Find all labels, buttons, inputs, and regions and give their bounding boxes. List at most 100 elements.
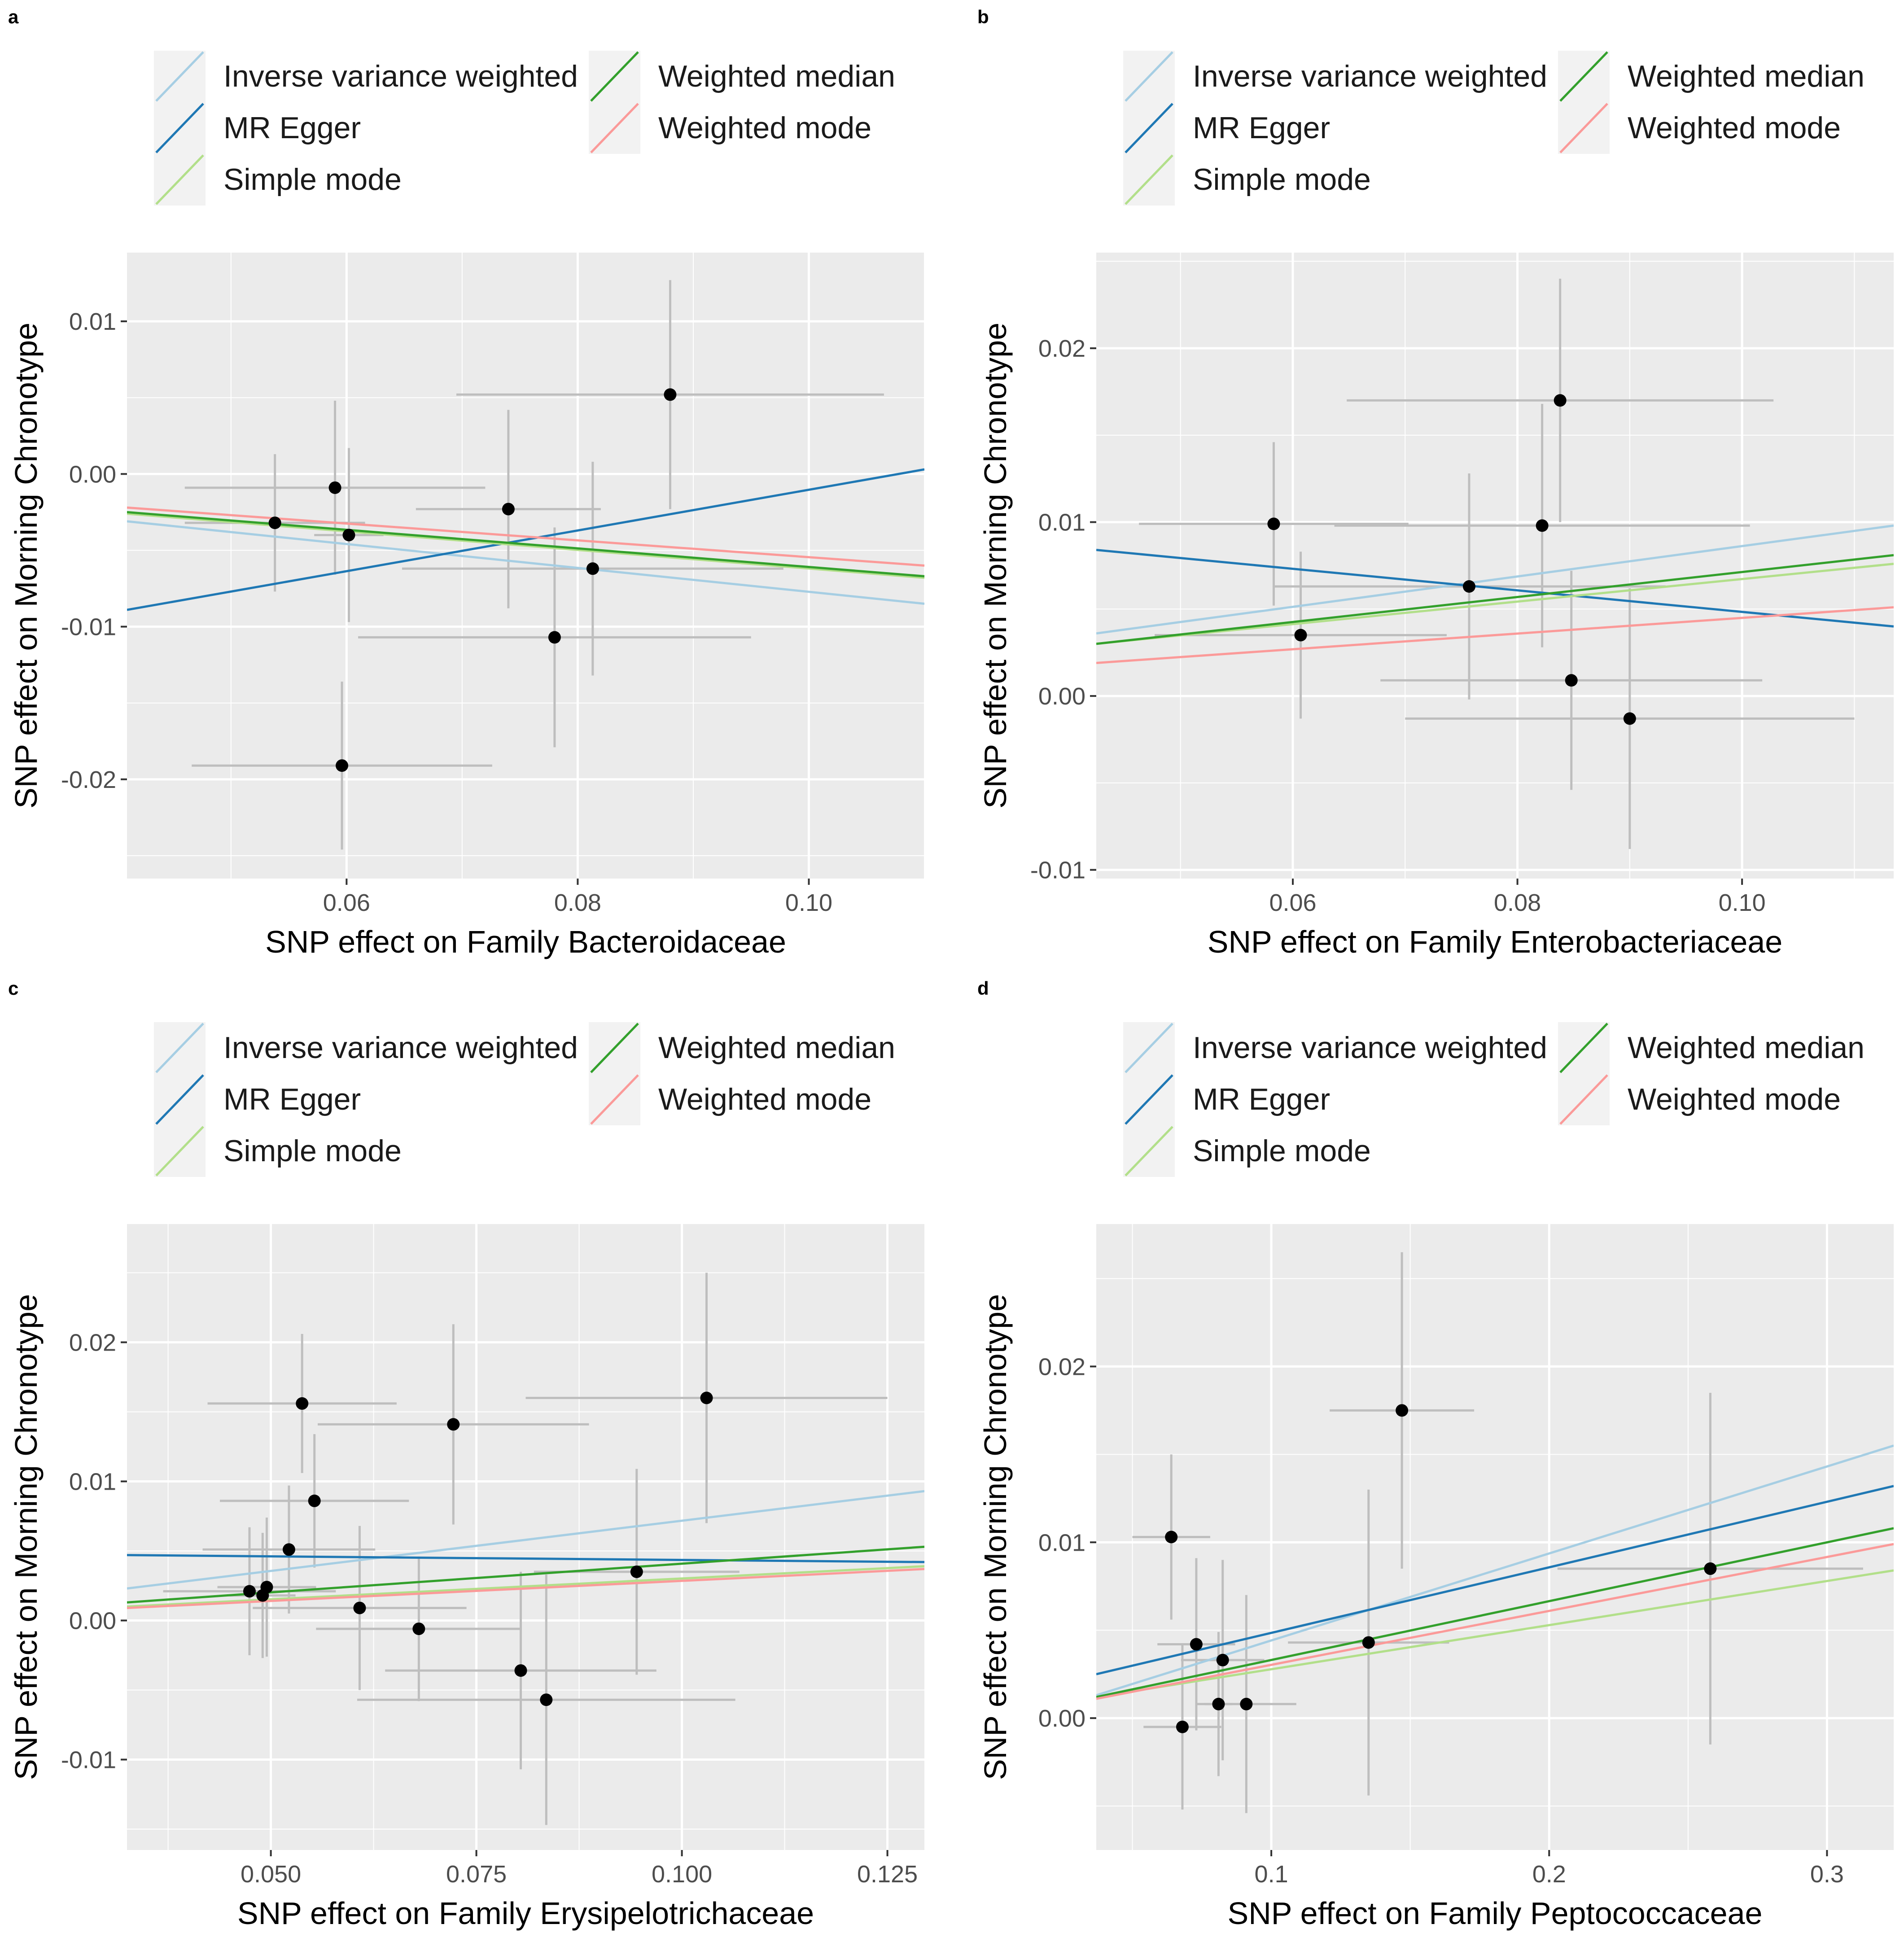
regression-line-simple-mode: [1096, 563, 1894, 645]
x-axis: 0.050 0.075 0.100 0.125 SNP effect on Family…: [237, 1850, 918, 1931]
y-tick-label: -0.01: [1030, 857, 1085, 884]
data-point: [700, 1391, 713, 1404]
legend-label: Weighted median: [1628, 1031, 1865, 1065]
legend-label: Inverse variance weighted: [1193, 59, 1547, 93]
regression-line-mr-egger: [1096, 549, 1894, 628]
legend-label: Simple mode: [1193, 1134, 1371, 1168]
y-axis: -0.01 0.00 0.01 0.02 SNP effect on Morning C…: [9, 1294, 127, 1780]
regression-line-inverse-variance-weighted: [1096, 524, 1894, 635]
legend-key-line: [155, 51, 204, 102]
data-point: [1165, 1531, 1178, 1544]
legend-key-inverse-variance-weighted: [1123, 51, 1175, 102]
y-axis-title: SNP effect on Morning Chronotype: [9, 1294, 44, 1780]
plot-background: [1096, 253, 1894, 879]
legend-key-simple-mode: [154, 1125, 206, 1177]
chart-panel-b: b Inverse variance weighted MR Egger Simple…: [977, 6, 1894, 959]
regression-lines: [1096, 1444, 1894, 1700]
data-point: [540, 1693, 553, 1706]
y-tick-label: 0.01: [69, 1469, 116, 1496]
y-tick-label: 0.02: [1038, 335, 1085, 362]
legend-key-mr-egger: [154, 1074, 206, 1125]
x-axis: 0.06 0.08 0.10 SNP effect on Family Enterob…: [1208, 879, 1782, 959]
regression-line-simple-mode: [127, 512, 924, 579]
x-axis: 0.06 0.08 0.10 SNP effect on Family Bactero…: [265, 879, 832, 959]
x-tick-label: 0.2: [1532, 1861, 1566, 1888]
legend-key-inverse-variance-weighted: [154, 51, 206, 102]
regression-lines: [127, 468, 924, 611]
regression-line-mr-egger: [1096, 1485, 1894, 1675]
data-point: [1536, 519, 1549, 532]
legend-key-line: [590, 103, 639, 153]
x-tick-label: 0.06: [323, 889, 370, 916]
data-point: [342, 529, 355, 542]
data-point: [243, 1585, 256, 1598]
legend-key-line: [1125, 1074, 1173, 1125]
regression-line-simple-mode: [1096, 1569, 1894, 1698]
legend-key-weighted-mode: [589, 102, 640, 154]
data-point: [1554, 394, 1567, 407]
legend-key-line: [590, 1023, 639, 1073]
legend-key-line: [155, 1023, 204, 1073]
legend-key-line: [1125, 1023, 1173, 1073]
legend-label: Weighted mode: [658, 1082, 871, 1116]
legend-label: Inverse variance weighted: [1193, 1031, 1547, 1065]
legend: Inverse variance weighted MR Egger Simple …: [1123, 51, 1865, 206]
y-tick-label: -0.02: [61, 766, 116, 793]
regression-line-weighted-mode: [1096, 1543, 1894, 1700]
legend-key-weighted-median: [589, 1022, 640, 1074]
data-point: [1623, 712, 1636, 725]
regression-line-weighted-median: [1096, 1527, 1894, 1698]
regression-line-weighted-mode: [127, 1568, 924, 1609]
chart-panel-d: d Inverse variance weighted MR Egger Simple…: [977, 978, 1894, 1931]
regression-line-weighted-mode: [1096, 606, 1894, 664]
data-point: [502, 503, 515, 516]
data-points: [1267, 394, 1636, 725]
legend-key-weighted-median: [1558, 51, 1610, 102]
legend-key-line: [1559, 103, 1608, 153]
data-point: [1294, 629, 1307, 642]
legend-key-weighted-median: [1558, 1022, 1610, 1074]
legend-label: Inverse variance weighted: [223, 1031, 578, 1065]
plot-area: [127, 253, 924, 879]
legend-key-line: [1125, 103, 1173, 153]
data-point: [308, 1494, 321, 1507]
data-point: [586, 562, 599, 575]
legend: Inverse variance weighted MR Egger Simple …: [154, 1022, 895, 1177]
regression-lines: [1096, 524, 1894, 664]
x-tick-label: 0.1: [1255, 1861, 1288, 1888]
regression-line-mr-egger: [127, 468, 924, 611]
chart-panel-a: a Inverse variance weighted MR Egger Simple…: [8, 6, 924, 959]
y-tick-label: 0.02: [1038, 1353, 1085, 1380]
legend-key-inverse-variance-weighted: [1123, 1022, 1175, 1074]
plot-area: [1096, 253, 1894, 879]
data-point: [336, 759, 349, 772]
y-axis-title: SNP effect on Morning Chronotype: [978, 323, 1013, 809]
y-axis: -0.02 -0.01 0.00 0.01 SNP effect on Morning …: [9, 308, 127, 809]
gridlines: [127, 1224, 924, 1850]
legend-label: Weighted median: [658, 1031, 895, 1065]
panel-label: c: [8, 978, 18, 999]
legend-label: Weighted median: [1628, 59, 1865, 93]
data-point: [514, 1664, 527, 1677]
plot-area: [1096, 1224, 1894, 1850]
data-points: [1165, 1404, 1717, 1733]
data-point: [268, 516, 281, 529]
legend-key-inverse-variance-weighted: [154, 1022, 206, 1074]
y-axis: -0.01 0.00 0.01 0.02 SNP effect on Morning C…: [978, 323, 1096, 884]
y-tick-label: 0.00: [1038, 1705, 1085, 1732]
x-tick-label: 0.050: [241, 1861, 301, 1888]
data-points: [268, 388, 677, 772]
panel-label: d: [977, 978, 989, 999]
regression-line-inverse-variance-weighted: [127, 1490, 924, 1590]
legend-key-line: [155, 1074, 204, 1125]
data-point: [1176, 1720, 1189, 1733]
regression-line-inverse-variance-weighted: [127, 520, 924, 605]
data-point: [447, 1418, 460, 1431]
legend-label: MR Egger: [223, 111, 361, 145]
legend-key-line: [1559, 1023, 1608, 1073]
regression-line-weighted-median: [127, 511, 924, 577]
x-axis-title: SNP effect on Family Peptococcaceae: [1228, 1896, 1763, 1931]
y-axis-title: SNP effect on Morning Chronotype: [978, 1294, 1013, 1780]
legend-key-line: [1559, 51, 1608, 102]
